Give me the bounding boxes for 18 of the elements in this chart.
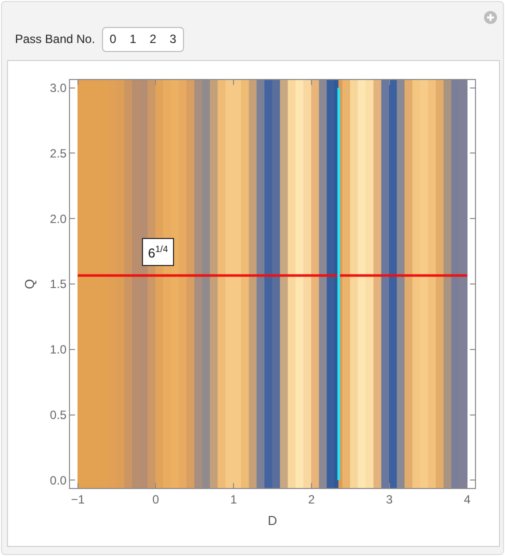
- y-tick-label: 1.5: [50, 277, 67, 292]
- x-tick-label: 4: [464, 492, 471, 506]
- x-tick-label: 2: [308, 492, 316, 506]
- x-tick-label: 3: [386, 492, 393, 506]
- x-tick-label: −1: [70, 492, 85, 506]
- y-tick-label: 1.0: [50, 342, 67, 357]
- x-tick-label: 0: [152, 492, 160, 506]
- y-tick-label: 2.0: [50, 212, 67, 226]
- y-tick-label: 0.0: [50, 473, 67, 488]
- y-tick-label: 0.5: [50, 408, 67, 422]
- x-axis-title: D: [268, 513, 278, 528]
- button-group: 0 1 2 3: [102, 27, 184, 52]
- y-tick-label: 3.0: [50, 81, 67, 96]
- y-axis-title: Q: [22, 278, 37, 290]
- text: Pass Band No.: [15, 32, 96, 46]
- x-tick-label: 1: [230, 492, 238, 506]
- series-label: 6$^{1/4}$: [148, 244, 168, 260]
- y-tick-label: 2.5: [50, 146, 67, 160]
